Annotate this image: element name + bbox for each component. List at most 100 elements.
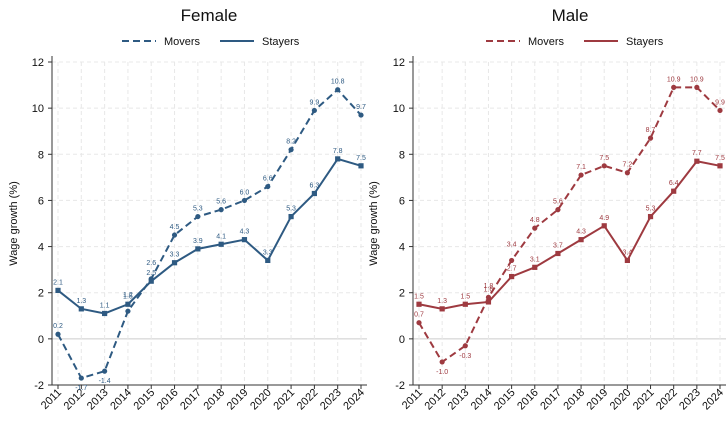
data-point [265,257,271,264]
data-label: 2.1 [53,279,63,286]
data-point [578,172,584,178]
data-label: 1.5 [123,293,133,300]
data-point [416,320,422,326]
x-tick-label: 2019 [225,387,251,413]
data-point [555,250,561,257]
data-point [439,359,445,365]
data-point [148,278,154,284]
data-point [78,306,84,312]
x-tick-label: 2022 [295,387,321,413]
data-point [358,112,364,118]
data-label: 4.3 [576,229,586,236]
data-point [335,87,341,93]
data-point [671,188,677,194]
data-label: 8.7 [646,127,656,134]
chart-title: Male [552,6,589,25]
data-point [717,163,723,169]
data-label: 3.9 [193,238,203,245]
data-label: 5.3 [193,206,203,213]
x-tick-label: 2024 [700,387,726,413]
y-tick-label: 10 [32,103,44,115]
data-label: 6.4 [669,180,679,187]
x-tick-label: 2015 [132,387,158,413]
data-label: 10.8 [331,79,345,86]
y-tick-label: 0 [399,334,405,346]
data-label: 5.6 [553,199,563,206]
data-label: 7.1 [576,164,586,171]
data-label: 7.7 [692,150,702,157]
data-label: 1.5 [460,293,470,300]
x-tick-label: 2015 [492,387,518,413]
data-point [241,197,248,204]
data-point [624,257,630,264]
data-point [485,299,492,305]
y-axis-title: Wage growth (%) [368,181,380,266]
x-tick-label: 2020 [608,387,634,413]
y-tick-label: 4 [38,242,44,254]
data-label: 3.4 [507,241,517,248]
y-axis-title: Wage growth (%) [8,181,20,266]
data-label: 1.3 [437,298,447,305]
series-movers: 0.7 -1.0 -0.3 1.6 3.4 4.8 5.6 7.1 7.5 7.2 8.7 10.9 1… [414,76,725,376]
data-label: 4.8 [530,217,540,224]
y-tick-label: 6 [399,195,405,207]
legend-label-stayers: Stayers [262,36,300,48]
data-label: 7.8 [333,148,343,155]
data-point [102,310,108,317]
x-tick-label: 2013 [85,387,111,413]
data-point [694,158,700,164]
x-tick-label: 2019 [585,387,611,413]
data-label: -1.4 [99,378,111,385]
x-tick-label: 2021 [271,387,297,413]
x-tick-label: 2020 [248,387,274,413]
data-point [509,257,515,264]
legend: Movers Stayers [486,36,664,48]
data-label: 4.5 [170,224,180,231]
data-label: 7.2 [623,162,633,169]
data-point [288,147,294,153]
y-tick-label: 10 [393,103,405,115]
data-label: 0.2 [53,323,63,330]
data-point [218,241,224,247]
data-label: 1.8 [484,283,494,290]
data-point [532,264,538,270]
data-label: 4.3 [240,229,250,236]
data-label: 1.3 [76,298,86,305]
y-tick-label: -2 [395,380,405,392]
y-tick-label: 2 [38,288,44,300]
data-label: 2.7 [507,266,517,273]
x-tick-label: 2017 [178,387,204,413]
y-tick-label: 2 [399,288,405,300]
data-label: 3.4 [623,249,633,256]
data-point [218,207,224,213]
data-point [555,207,561,213]
legend: Movers Stayers [122,36,300,48]
series-line [57,157,362,315]
legend-label-stayers: Stayers [626,36,664,48]
data-label: 6.0 [240,189,250,196]
series-stayers: 1.5 1.3 1.5 1.8 2.7 3.1 3.7 4.3 4.9 3.4 5.3 6.4 7.7 7… [414,150,725,312]
data-label: 3.1 [530,256,540,263]
data-label: 9.9 [715,99,725,106]
data-label: 1.6 [484,286,494,293]
data-point [624,170,630,176]
y-tick-label: 12 [32,57,44,69]
data-label: 1.5 [414,293,424,300]
y-tick-label: 0 [38,334,44,346]
legend-label-movers: Movers [528,36,565,48]
data-point [265,183,271,190]
data-label: 5.3 [646,206,656,213]
data-label: -0.3 [459,353,471,360]
x-tick-label: 2022 [654,387,680,413]
data-point [439,306,445,312]
x-tick-label: 2016 [155,387,181,413]
data-label: 3.7 [553,242,563,249]
data-label: 9.7 [356,104,366,111]
data-point [462,343,468,349]
data-label: 0.7 [414,312,424,319]
series-line [418,160,721,310]
x-tick-label: 2021 [631,387,657,413]
y-tick-label: 6 [38,195,44,207]
data-point [694,84,700,90]
